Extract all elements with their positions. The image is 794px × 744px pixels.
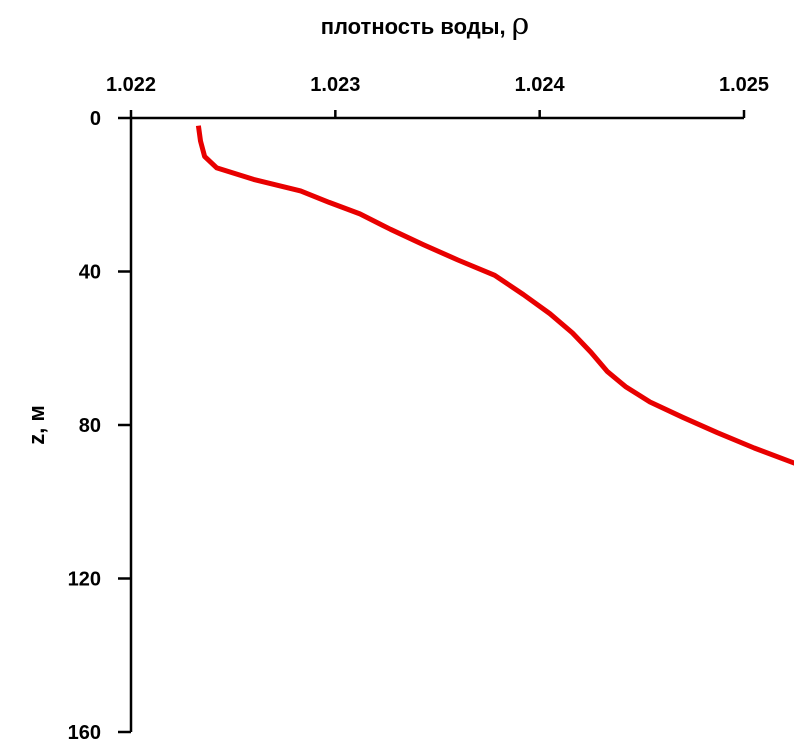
x-axis-title-text: плотность воды, xyxy=(321,14,506,39)
y-tick-label: 80 xyxy=(79,415,101,437)
y-tick-label: 120 xyxy=(68,569,101,591)
x-axis-title-symbol: ρ xyxy=(512,7,530,42)
x-tick-label: 1.025 xyxy=(719,74,769,96)
axes xyxy=(129,116,744,732)
y-axis-title: z, м xyxy=(24,405,49,445)
x-axis-ticks: 1.022 1.023 1.024 1.025 xyxy=(106,74,769,118)
y-tick-label: 160 xyxy=(68,722,101,744)
x-tick-label: 1.024 xyxy=(515,74,566,96)
plot-area xyxy=(195,125,794,466)
density-profile-line xyxy=(195,125,794,466)
x-tick-label: 1.023 xyxy=(310,74,360,96)
y-tick-label: 40 xyxy=(79,262,101,284)
y-axis-ticks: 0 40 80 120 160 xyxy=(68,108,131,744)
x-axis-title: плотность воды, ρ xyxy=(321,7,530,42)
x-tick-label: 1.022 xyxy=(106,74,156,96)
y-tick-label: 0 xyxy=(90,108,101,130)
